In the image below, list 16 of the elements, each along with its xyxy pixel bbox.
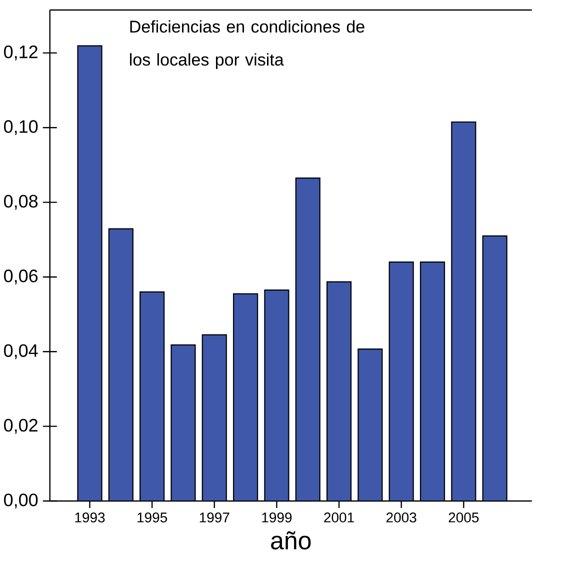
y-tick-label: 0,02 xyxy=(4,418,38,434)
y-tick-label: 0,00 xyxy=(4,494,38,508)
x-tick-label: 1997 xyxy=(200,512,230,522)
x-tick-label: 2005 xyxy=(448,512,479,522)
chart-title: Deficiencias en condiciones de los locales por visita xyxy=(130,20,364,70)
y-tick-label: 0,10 xyxy=(4,120,38,136)
x-tick-label: 2001 xyxy=(324,512,354,522)
y-tick-label: 0,12 xyxy=(4,46,38,60)
y-tick-label: 0,08 xyxy=(4,194,38,210)
y-tick-label: 0,04 xyxy=(4,344,38,360)
x-tick-label: 1999 xyxy=(262,512,292,522)
x-tick-label: 1993 xyxy=(75,512,105,522)
x-tick-label: 2003 xyxy=(386,512,416,522)
x-axis-title: año xyxy=(271,531,311,550)
x-tick-label: 1995 xyxy=(138,512,168,522)
y-tick-label: 0,06 xyxy=(4,270,38,284)
